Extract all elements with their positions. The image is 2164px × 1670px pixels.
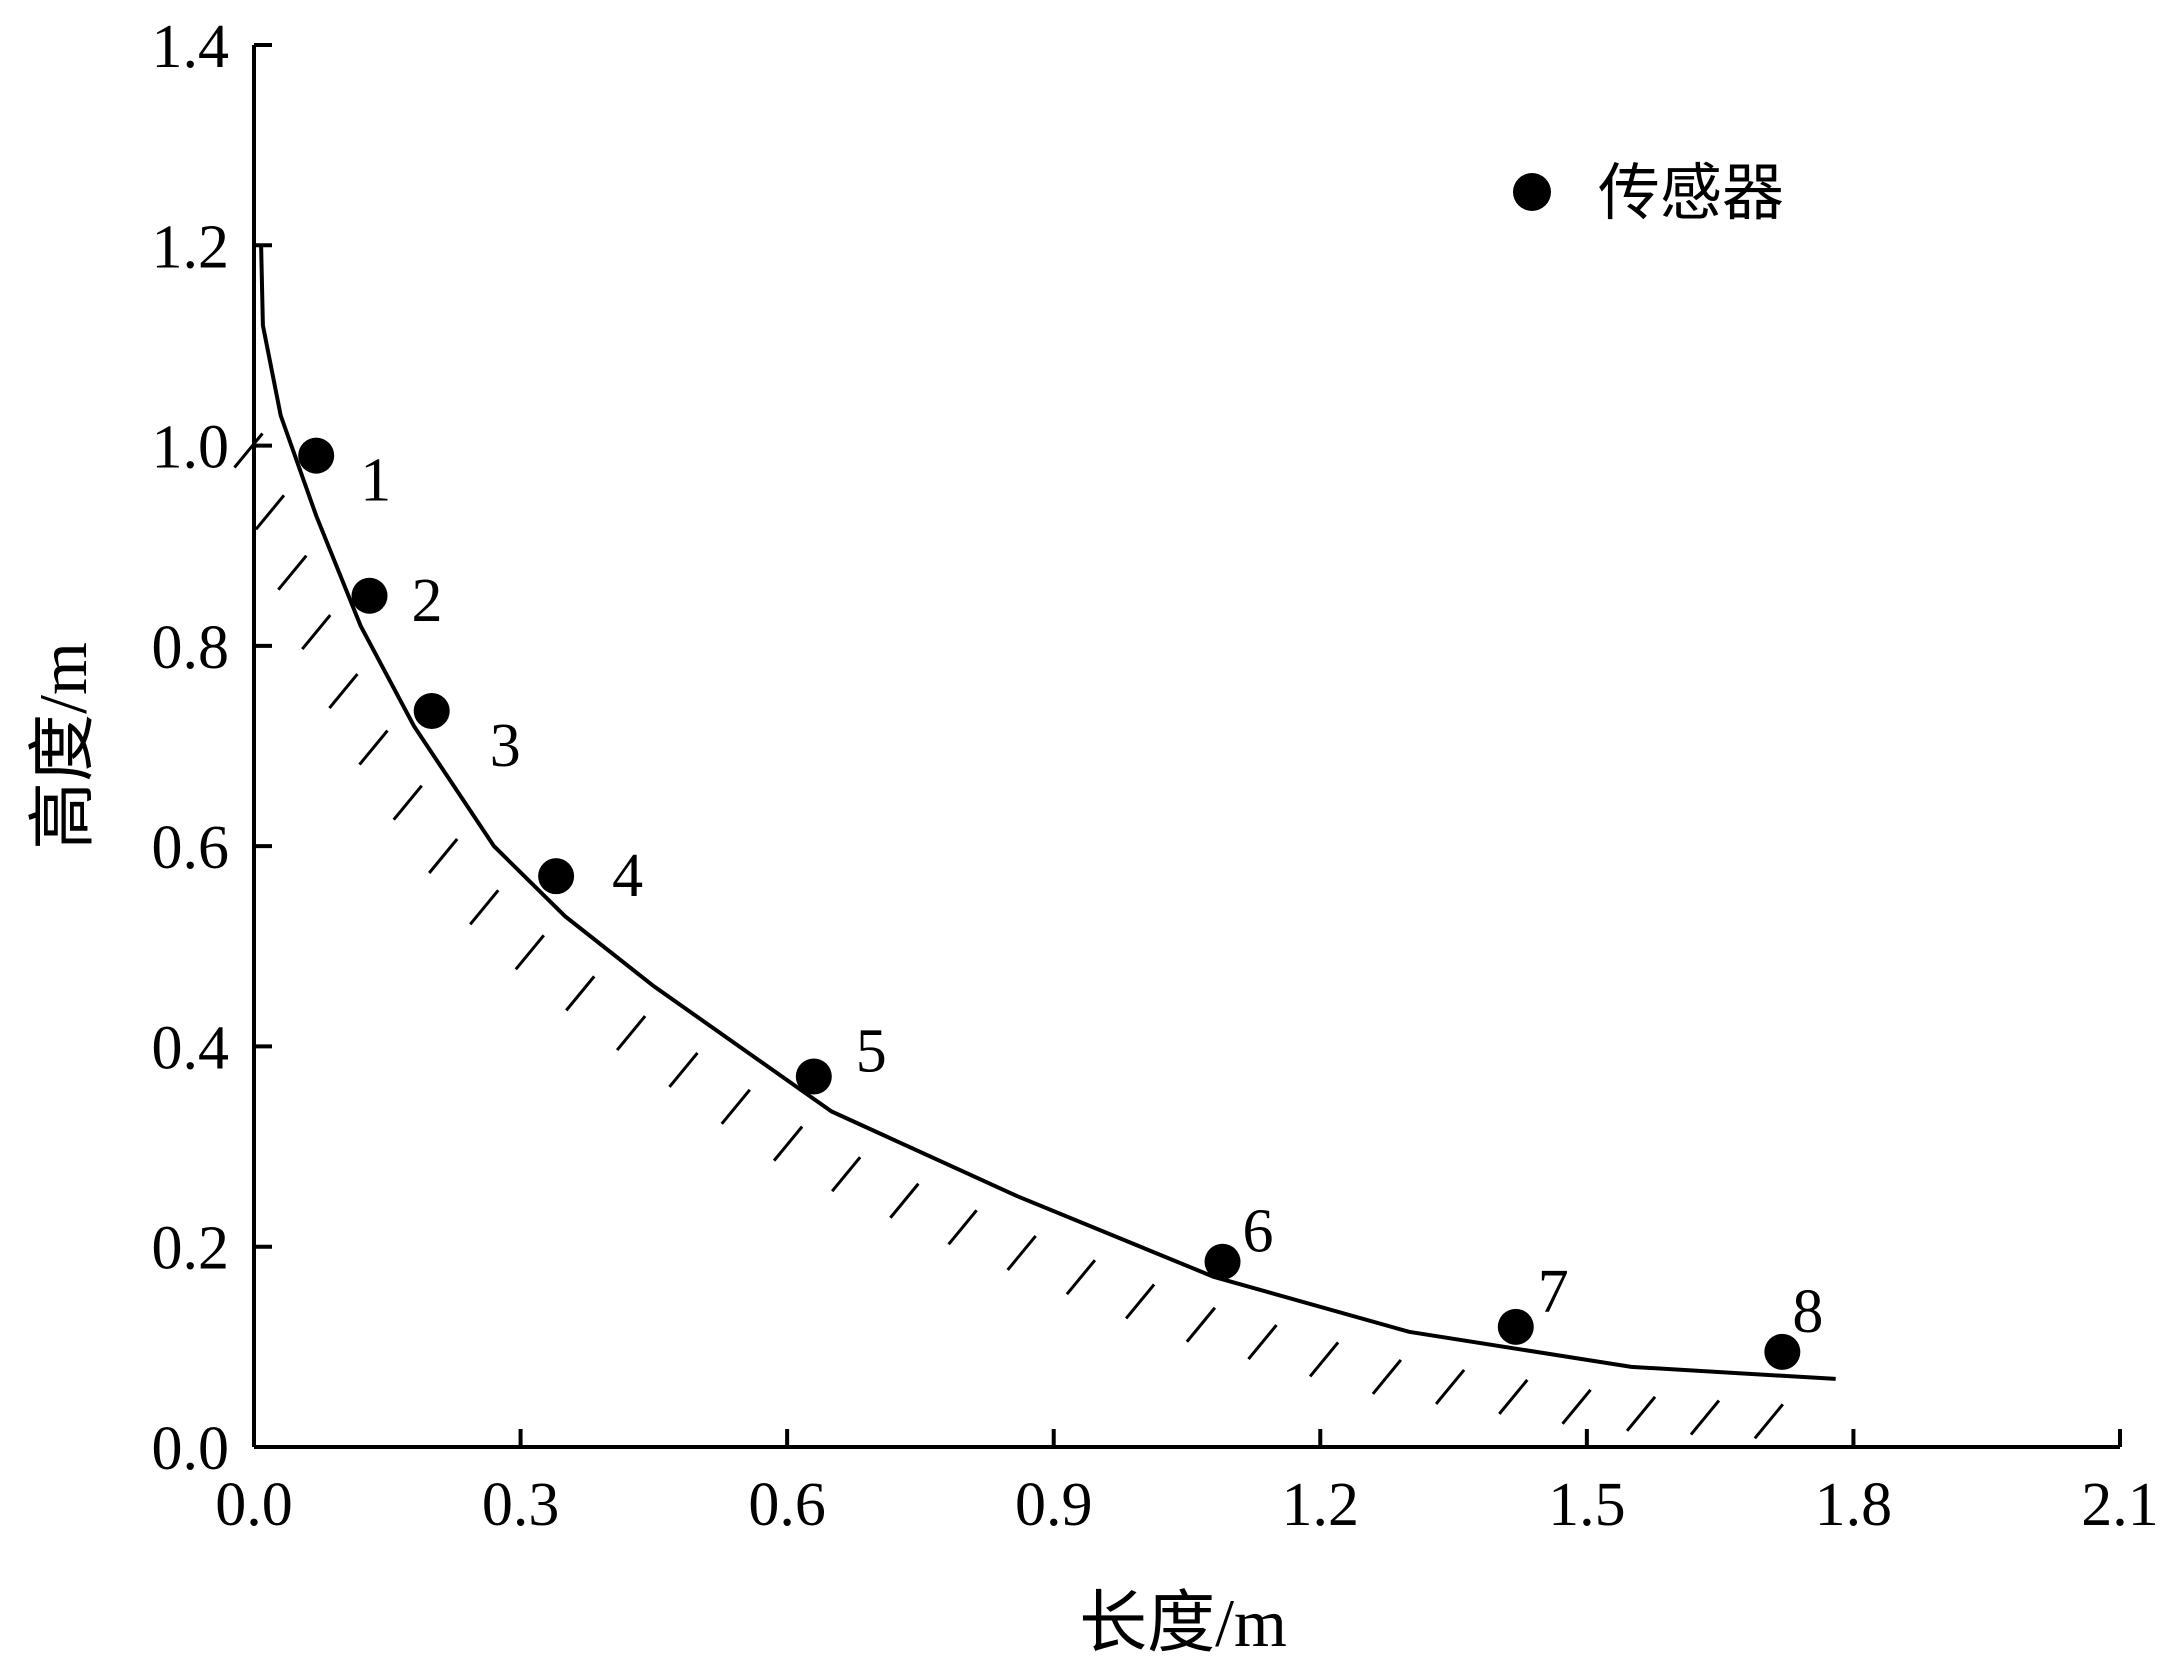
x-axis-title: 长度/m: [1079, 1585, 1287, 1661]
axes: [252, 45, 2120, 1449]
legend-label: 传感器: [1598, 156, 1784, 229]
sensor-point-label: 2: [412, 567, 443, 635]
y-tick-label: 0.8: [152, 614, 230, 682]
hatch-mark: [1561, 1388, 1592, 1425]
hatch-mark: [772, 1125, 804, 1162]
sensor-point-label: 7: [1538, 1258, 1569, 1326]
x-tick-label: 0.9: [1015, 1471, 1093, 1539]
y-tick-label: 0.0: [152, 1415, 230, 1483]
hatch-mark: [1434, 1368, 1466, 1405]
y-tick-label: 0.4: [152, 1014, 230, 1082]
y-tick-label: 0.6: [152, 814, 230, 882]
hatch-mark: [1006, 1234, 1037, 1271]
hatch-mark: [1308, 1341, 1340, 1378]
sensor-point-8: [1764, 1333, 1801, 1370]
y-axis-title: 高度/m: [25, 642, 101, 850]
sensor-point-6: [1204, 1243, 1241, 1280]
legend: 传感器: [1513, 156, 1784, 229]
sensor-point-label: 5: [856, 1017, 887, 1085]
hatch-mark: [1371, 1358, 1403, 1395]
x-tick-label: 0.0: [215, 1471, 293, 1539]
hatch-mark: [358, 729, 389, 766]
legend-marker-icon: [1513, 173, 1551, 211]
hatch-mark: [1689, 1399, 1721, 1436]
sensor-point-7: [1497, 1308, 1534, 1345]
hatch-mark: [469, 889, 500, 926]
hatch-mark: [233, 432, 264, 469]
hatch-mark: [392, 784, 423, 821]
ground-hatching: [233, 432, 1784, 1440]
x-tick-label: 2.1: [2081, 1471, 2159, 1539]
sensor-point-label: 3: [490, 712, 521, 780]
hatch-mark: [830, 1156, 862, 1193]
sensor-point-4: [538, 858, 575, 895]
hatch-mark: [1124, 1283, 1156, 1320]
hatch-mark: [1498, 1378, 1529, 1415]
hatch-mark: [1185, 1306, 1217, 1343]
sensor-point-2: [351, 577, 388, 614]
hatch-mark: [328, 673, 359, 710]
sensor-point-label: 8: [1792, 1278, 1823, 1346]
hatch-mark: [1753, 1403, 1784, 1440]
hatch-mark: [889, 1182, 920, 1219]
x-tick-label: 0.3: [482, 1471, 560, 1539]
y-tick-label: 0.2: [152, 1215, 230, 1283]
hatch-mark: [254, 494, 286, 531]
sensor-point-label: 1: [360, 447, 391, 515]
y-tick-label: 1.0: [152, 414, 230, 482]
x-ticks: 0.0 0.3 0.6 0.9 1.2 1.5 1.8 2.1: [215, 1429, 2159, 1539]
sensor-point-label: 4: [612, 842, 643, 910]
hatch-mark: [1247, 1324, 1278, 1361]
hatch-mark: [428, 838, 459, 874]
x-tick-label: 1.5: [1548, 1471, 1626, 1539]
hatch-mark: [668, 1051, 699, 1088]
hatch-mark: [615, 1015, 647, 1052]
sensor-points: 12 3 4 5 6 7 8: [298, 437, 1823, 1370]
sensor-point-1: [298, 437, 335, 474]
hatch-mark: [1065, 1259, 1097, 1296]
sensor-point-3: [413, 692, 450, 729]
boundary-curve: [259, 245, 1836, 1381]
hatch-mark: [565, 975, 596, 1012]
sensor-point-label: 6: [1243, 1198, 1274, 1266]
y-tick-label: 1.2: [152, 213, 230, 281]
hatch-mark: [514, 934, 545, 971]
x-tick-label: 1.2: [1282, 1471, 1360, 1539]
x-tick-label: 0.6: [748, 1471, 826, 1539]
hatch-mark: [301, 614, 332, 651]
x-tick-label: 1.8: [1815, 1471, 1893, 1539]
y-ticks: 0.0 0.2 0.4 0.6 0.8 1.0 1.2 1.4: [152, 13, 272, 1483]
hatch-mark: [277, 554, 308, 591]
hatch-mark: [1625, 1395, 1657, 1432]
hatch-mark: [947, 1209, 978, 1246]
sensor-point-5: [795, 1058, 832, 1095]
y-tick-label: 1.4: [152, 13, 230, 81]
hatch-mark: [720, 1088, 751, 1125]
